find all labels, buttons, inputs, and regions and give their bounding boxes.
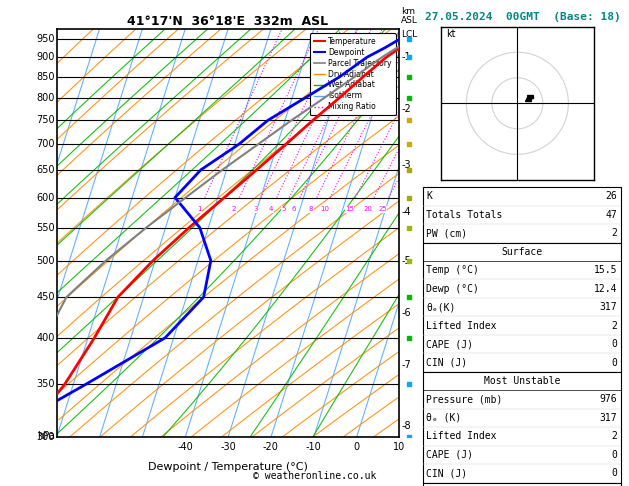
Text: 850: 850 bbox=[36, 72, 55, 82]
Text: Lifted Index: Lifted Index bbox=[426, 321, 497, 330]
Text: 0: 0 bbox=[611, 450, 617, 460]
Text: 400: 400 bbox=[36, 333, 55, 343]
Text: -40: -40 bbox=[177, 442, 193, 452]
Text: 47: 47 bbox=[605, 210, 617, 220]
Text: PW (cm): PW (cm) bbox=[426, 228, 467, 238]
Text: 2: 2 bbox=[232, 206, 237, 212]
Text: CAPE (J): CAPE (J) bbox=[426, 339, 474, 349]
Text: 8: 8 bbox=[309, 206, 313, 212]
Text: 3: 3 bbox=[253, 206, 258, 212]
Text: 6: 6 bbox=[292, 206, 296, 212]
Text: -3: -3 bbox=[401, 159, 411, 170]
Text: Pressure (mb): Pressure (mb) bbox=[426, 395, 503, 404]
Text: hPa: hPa bbox=[37, 432, 55, 441]
Text: 317: 317 bbox=[599, 302, 617, 312]
Text: 15: 15 bbox=[345, 206, 354, 212]
Text: 500: 500 bbox=[36, 256, 55, 266]
Text: 976: 976 bbox=[599, 395, 617, 404]
Text: 900: 900 bbox=[36, 52, 55, 62]
Text: 0: 0 bbox=[611, 358, 617, 367]
Text: Most Unstable: Most Unstable bbox=[484, 376, 560, 386]
Text: -2: -2 bbox=[401, 104, 411, 114]
Text: -10: -10 bbox=[306, 442, 321, 452]
Text: θₑ(K): θₑ(K) bbox=[426, 302, 456, 312]
Text: 0: 0 bbox=[353, 442, 360, 452]
Text: -4: -4 bbox=[401, 207, 411, 217]
Text: Mixing Ratio (g/kg): Mixing Ratio (g/kg) bbox=[425, 187, 435, 279]
Text: 800: 800 bbox=[36, 93, 55, 103]
Text: Dewp (°C): Dewp (°C) bbox=[426, 284, 479, 294]
Text: 5: 5 bbox=[281, 206, 286, 212]
Text: CIN (J): CIN (J) bbox=[426, 469, 467, 478]
Text: 20: 20 bbox=[364, 206, 372, 212]
Text: 950: 950 bbox=[36, 34, 55, 44]
Text: Surface: Surface bbox=[501, 247, 542, 257]
Text: CAPE (J): CAPE (J) bbox=[426, 450, 474, 460]
Text: 2: 2 bbox=[611, 228, 617, 238]
Text: 20: 20 bbox=[436, 442, 448, 452]
Text: km
ASL: km ASL bbox=[401, 7, 418, 25]
Text: Lifted Index: Lifted Index bbox=[426, 432, 497, 441]
Text: θₑ (K): θₑ (K) bbox=[426, 413, 462, 423]
Text: 0: 0 bbox=[611, 339, 617, 349]
Text: 10: 10 bbox=[320, 206, 329, 212]
Text: 25: 25 bbox=[378, 206, 387, 212]
Text: 2: 2 bbox=[611, 432, 617, 441]
Text: -6: -6 bbox=[401, 308, 411, 318]
Text: 2: 2 bbox=[611, 321, 617, 330]
Text: 350: 350 bbox=[36, 379, 55, 389]
Text: 12.4: 12.4 bbox=[594, 284, 617, 294]
Text: Dewpoint / Temperature (°C): Dewpoint / Temperature (°C) bbox=[148, 462, 308, 472]
Text: -7: -7 bbox=[401, 360, 411, 370]
Text: 450: 450 bbox=[36, 292, 55, 302]
Text: 700: 700 bbox=[36, 139, 55, 149]
Text: 26: 26 bbox=[605, 191, 617, 201]
Text: -5: -5 bbox=[401, 256, 411, 266]
Text: -20: -20 bbox=[263, 442, 279, 452]
Text: 300: 300 bbox=[36, 433, 55, 442]
Text: 0: 0 bbox=[611, 469, 617, 478]
Text: kt: kt bbox=[446, 29, 455, 39]
Text: 15.5: 15.5 bbox=[594, 265, 617, 275]
Text: -8: -8 bbox=[401, 421, 411, 431]
Text: 317: 317 bbox=[599, 413, 617, 423]
Text: K: K bbox=[426, 191, 432, 201]
Text: © weatheronline.co.uk: © weatheronline.co.uk bbox=[253, 471, 376, 481]
Text: -30: -30 bbox=[220, 442, 236, 452]
Text: 10: 10 bbox=[393, 442, 406, 452]
Text: 550: 550 bbox=[36, 223, 55, 233]
Text: 27.05.2024  00GMT  (Base: 18): 27.05.2024 00GMT (Base: 18) bbox=[425, 12, 620, 22]
Title: 41°17'N  36°18'E  332m  ASL: 41°17'N 36°18'E 332m ASL bbox=[128, 15, 328, 28]
Text: 750: 750 bbox=[36, 115, 55, 125]
Text: Temp (°C): Temp (°C) bbox=[426, 265, 479, 275]
Text: 650: 650 bbox=[36, 165, 55, 175]
Text: CIN (J): CIN (J) bbox=[426, 358, 467, 367]
Legend: Temperature, Dewpoint, Parcel Trajectory, Dry Adiabat, Wet Adiabat, Isotherm, Mi: Temperature, Dewpoint, Parcel Trajectory… bbox=[310, 33, 396, 115]
Text: 4: 4 bbox=[269, 206, 274, 212]
Text: Totals Totals: Totals Totals bbox=[426, 210, 503, 220]
Text: LCL: LCL bbox=[401, 30, 418, 39]
Text: 1: 1 bbox=[197, 206, 202, 212]
Text: -1: -1 bbox=[401, 52, 411, 62]
Text: 30: 30 bbox=[479, 442, 491, 452]
Text: 600: 600 bbox=[36, 192, 55, 203]
